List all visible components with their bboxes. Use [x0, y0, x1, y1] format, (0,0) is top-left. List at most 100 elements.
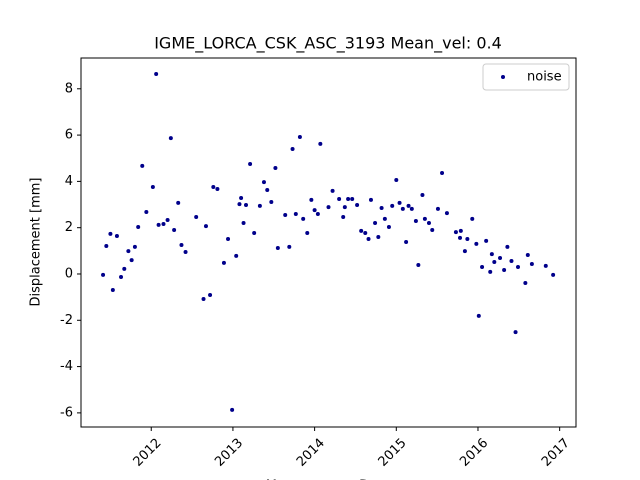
point [237, 202, 242, 207]
point [386, 224, 391, 229]
point [492, 259, 497, 264]
point [176, 200, 181, 205]
point [502, 268, 507, 273]
point [119, 274, 124, 279]
point [110, 287, 115, 292]
point [474, 241, 479, 246]
point [290, 146, 295, 151]
point [201, 296, 206, 301]
point [129, 258, 134, 263]
point [509, 259, 514, 264]
point [315, 212, 320, 217]
point [440, 171, 445, 176]
point [273, 165, 278, 170]
point [359, 228, 364, 233]
y-tick-label: -4 [60, 359, 73, 374]
y-tick-label: 0 [65, 266, 73, 281]
point [525, 253, 530, 258]
point [426, 221, 431, 226]
point [397, 200, 402, 205]
point [172, 227, 177, 232]
point [346, 196, 351, 201]
point [373, 221, 378, 226]
point [156, 222, 161, 227]
point [203, 224, 208, 229]
y-tick-label: 4 [65, 174, 73, 189]
point [283, 212, 288, 217]
point [529, 262, 534, 267]
point [230, 407, 235, 412]
point [211, 184, 216, 189]
point [416, 262, 421, 267]
point [293, 212, 298, 217]
y-tick-label: 6 [65, 128, 73, 143]
point [350, 196, 355, 201]
point [420, 193, 425, 198]
point [465, 237, 470, 242]
y-tick-label: -6 [60, 405, 73, 420]
point [394, 177, 399, 182]
point [368, 197, 373, 202]
point [470, 216, 475, 221]
point [326, 205, 331, 210]
point [488, 269, 493, 274]
point [453, 230, 458, 235]
legend-box [482, 63, 570, 91]
point [261, 180, 266, 185]
chart-title: IGME_LORCA_CSK_ASC_3193 Mean_vel: 0.4 [154, 34, 502, 54]
point [305, 231, 310, 236]
point [226, 237, 231, 242]
point [484, 238, 489, 243]
point [341, 215, 346, 220]
y-tick-label: 8 [65, 81, 73, 96]
point [435, 206, 440, 211]
point [104, 243, 109, 248]
point [122, 266, 127, 271]
point [523, 281, 528, 286]
point [165, 218, 170, 223]
point [309, 197, 314, 202]
point [221, 260, 226, 265]
point [404, 240, 409, 245]
point [379, 206, 384, 211]
point [140, 163, 145, 168]
point [400, 206, 405, 211]
point [551, 272, 556, 277]
point [382, 216, 387, 221]
point [376, 234, 381, 239]
point [275, 246, 280, 251]
point [241, 221, 246, 226]
axes-frame [80, 57, 577, 428]
point [154, 71, 159, 76]
point [150, 184, 155, 189]
point [413, 218, 418, 223]
plot-area [101, 71, 556, 412]
point [269, 199, 274, 204]
point [337, 196, 342, 201]
point [144, 209, 149, 214]
point [244, 202, 248, 207]
point [234, 253, 239, 258]
point [215, 187, 220, 192]
y-tick-label: 2 [65, 220, 73, 235]
point [406, 203, 411, 208]
point [265, 187, 270, 192]
point [179, 243, 184, 248]
point [342, 205, 347, 210]
point [390, 203, 395, 208]
legend-label: noise [527, 70, 562, 85]
point [318, 141, 323, 146]
point [168, 136, 173, 141]
point [458, 235, 463, 240]
point [513, 330, 518, 335]
point [208, 293, 213, 298]
point [252, 231, 257, 236]
point [422, 216, 427, 221]
point [409, 206, 414, 211]
point [462, 249, 467, 254]
point [136, 224, 141, 229]
point [476, 313, 481, 318]
point [239, 196, 244, 201]
point [312, 208, 317, 213]
